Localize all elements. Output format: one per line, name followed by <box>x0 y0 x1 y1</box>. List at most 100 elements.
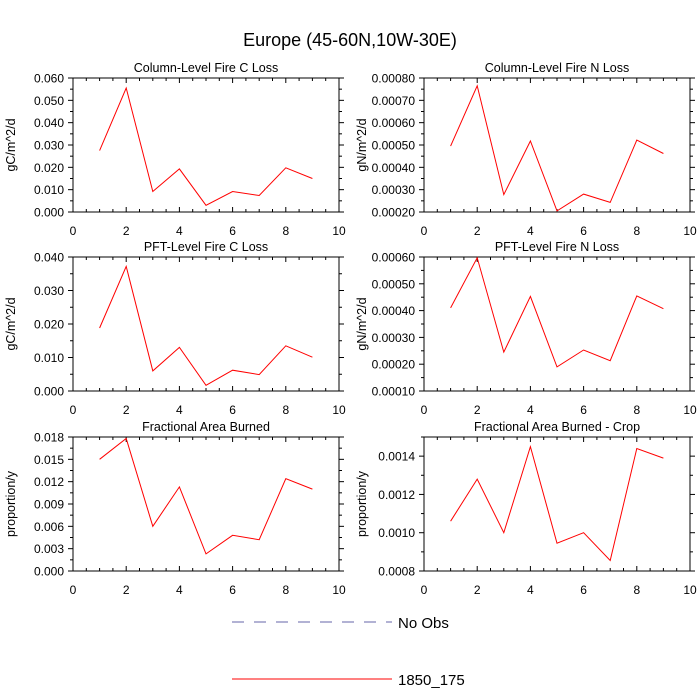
y-tick-label: 0.00040 <box>372 304 416 318</box>
y-tick-label: 0.020 <box>34 161 64 175</box>
x-tick-label: 0 <box>70 403 77 417</box>
x-tick-label: 4 <box>527 403 534 417</box>
legend: No Obs 1850_175 <box>232 615 465 689</box>
panel-5: Fractional Area Burned proportion/y 0 2 4 6 8 1… <box>4 420 346 597</box>
y-tick-label: 0.00020 <box>372 358 416 372</box>
x-tick-label: 8 <box>633 583 640 597</box>
x-tick-label: 6 <box>580 583 587 597</box>
y-tick-label: 0.00060 <box>372 251 416 265</box>
y-tick-label: 0.010 <box>34 183 64 197</box>
x-tick-label: 2 <box>474 224 481 238</box>
y-tick-label: 0.006 <box>34 520 64 534</box>
panel-title: Column-Level Fire C Loss <box>134 61 279 75</box>
plot-frame <box>72 436 340 572</box>
y-axis-label: gN/m^2/d <box>355 118 369 171</box>
y-tick-label: 0.012 <box>34 475 64 489</box>
plot-frame <box>423 77 691 213</box>
x-tick-label: 6 <box>580 403 587 417</box>
y-tick-label: 0.000 <box>34 385 64 399</box>
x-tick-label: 6 <box>229 583 236 597</box>
y-axis-label: proportion/y <box>4 470 18 537</box>
panel-2: Column-Level Fire N Loss gN/m^2/d 0 2 4 6 8 10 0… <box>355 61 697 238</box>
legend-label-1850-175: 1850_175 <box>398 672 465 689</box>
x-tick-label: 0 <box>421 583 428 597</box>
y-tick-label: 0.000 <box>34 565 64 579</box>
x-tick-label: 8 <box>633 403 640 417</box>
y-tick-label: 0.00040 <box>372 161 416 175</box>
panel-4: PFT-Level Fire N Loss gN/m^2/d 0 2 4 6 8 10 0.00… <box>355 240 697 417</box>
x-tick-label: 4 <box>527 224 534 238</box>
y-tick-label: 0.00050 <box>372 139 416 153</box>
y-axis-label: gC/m^2/d <box>4 297 18 350</box>
x-tick-label: 8 <box>282 583 289 597</box>
x-tick-label: 0 <box>421 224 428 238</box>
panels: Column-Level Fire C Loss gC/m^2/d 0 2 4 6 8 10 0… <box>4 61 697 597</box>
y-tick-label: 0.0008 <box>378 565 415 579</box>
y-axis-label: proportion/y <box>355 470 369 537</box>
plot-frame <box>72 77 340 213</box>
y-tick-label: 0.00030 <box>372 331 416 345</box>
plot-frame <box>423 436 691 572</box>
x-tick-label: 2 <box>123 224 130 238</box>
x-tick-label: 10 <box>332 583 346 597</box>
x-tick-label: 6 <box>580 224 587 238</box>
series-line-1850-175 <box>99 437 313 555</box>
plot-frame <box>423 256 691 392</box>
series-line-1850-175 <box>450 256 664 368</box>
x-tick-label: 10 <box>683 403 697 417</box>
legend-label-no-obs: No Obs <box>398 615 449 632</box>
y-tick-label: 0.00010 <box>372 385 416 399</box>
panel-title: Fractional Area Burned - Crop <box>474 420 640 434</box>
series-line-1850-175 <box>99 264 313 386</box>
figure-title: Europe (45-60N,10W-30E) <box>243 30 457 50</box>
panel-title: Column-Level Fire N Loss <box>485 61 630 75</box>
y-tick-label: 0.020 <box>34 318 64 332</box>
y-tick-label: 0.00060 <box>372 116 416 130</box>
y-tick-label: 0.015 <box>34 453 64 467</box>
y-tick-label: 0.040 <box>34 251 64 265</box>
y-tick-label: 0.0010 <box>378 526 415 540</box>
x-tick-label: 2 <box>123 583 130 597</box>
x-tick-label: 4 <box>176 224 183 238</box>
x-tick-label: 0 <box>70 583 77 597</box>
x-tick-label: 4 <box>527 583 534 597</box>
y-tick-label: 0.000 <box>34 206 64 220</box>
y-axis-label: gC/m^2/d <box>4 118 18 171</box>
x-tick-label: 2 <box>474 583 481 597</box>
x-tick-label: 6 <box>229 403 236 417</box>
plot-frame <box>72 256 340 392</box>
y-tick-label: 0.0014 <box>378 450 415 464</box>
y-tick-label: 0.00080 <box>372 72 416 86</box>
y-tick-label: 0.030 <box>34 139 64 153</box>
x-tick-label: 2 <box>474 403 481 417</box>
panel-6: Fractional Area Burned - Crop proportion/… <box>355 420 697 597</box>
y-tick-label: 0.00030 <box>372 183 416 197</box>
x-tick-label: 8 <box>282 224 289 238</box>
panel-title: Fractional Area Burned <box>142 420 270 434</box>
y-tick-label: 0.0012 <box>378 488 415 502</box>
x-tick-label: 10 <box>683 224 697 238</box>
series-line-1850-175 <box>99 86 313 206</box>
x-tick-label: 4 <box>176 403 183 417</box>
y-tick-label: 0.018 <box>34 431 64 445</box>
panel-title: PFT-Level Fire N Loss <box>495 240 619 254</box>
y-tick-label: 0.030 <box>34 284 64 298</box>
series-line-1850-175 <box>450 84 664 212</box>
x-tick-label: 8 <box>282 403 289 417</box>
y-tick-label: 0.009 <box>34 498 64 512</box>
x-tick-label: 0 <box>421 403 428 417</box>
panel-3: PFT-Level Fire C Loss gC/m^2/d 0 2 4 6 8 10 0.00… <box>4 240 346 417</box>
x-tick-label: 10 <box>332 403 346 417</box>
x-tick-label: 10 <box>332 224 346 238</box>
y-tick-label: 0.010 <box>34 351 64 365</box>
x-tick-label: 0 <box>70 224 77 238</box>
x-tick-label: 4 <box>176 583 183 597</box>
panel-1: Column-Level Fire C Loss gC/m^2/d 0 2 4 6 8 10 0… <box>4 61 346 238</box>
series-line-1850-175 <box>450 444 664 562</box>
y-tick-label: 0.003 <box>34 542 64 556</box>
y-tick-label: 0.00020 <box>372 206 416 220</box>
y-tick-label: 0.00050 <box>372 277 416 291</box>
y-tick-label: 0.00070 <box>372 94 416 108</box>
panel-title: PFT-Level Fire C Loss <box>144 240 268 254</box>
